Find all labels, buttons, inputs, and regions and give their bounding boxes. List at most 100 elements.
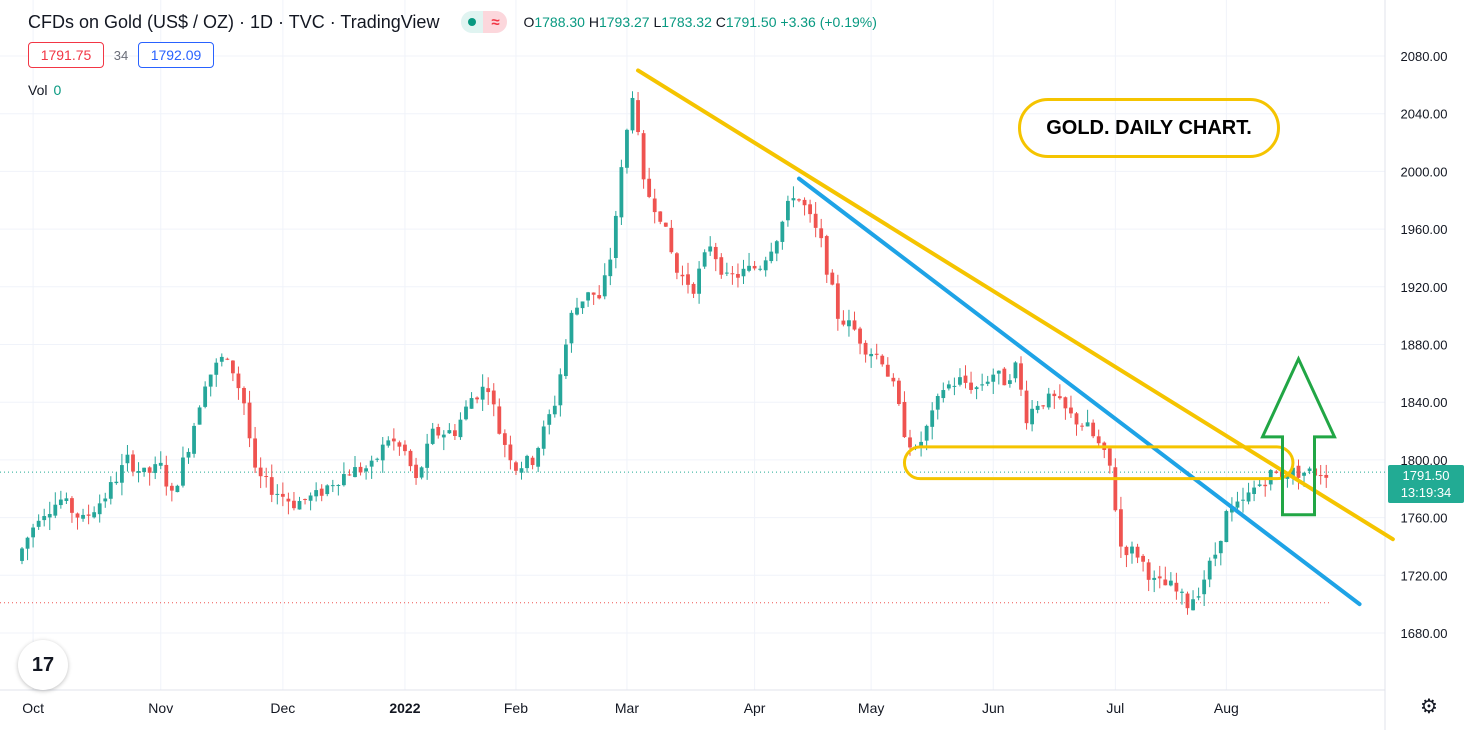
time-tick-label: Aug: [1214, 700, 1239, 716]
candle-body: [1302, 472, 1306, 476]
candle-body: [1191, 599, 1195, 611]
ohlc-values: O1788.30 H1793.27 L1783.32 C1791.50 +3.3…: [523, 14, 877, 30]
candle-body: [575, 307, 579, 315]
candle-body: [86, 514, 91, 516]
candle-body: [42, 516, 47, 521]
candle-body: [1180, 591, 1184, 593]
candle: [242, 386, 246, 416]
candle-body: [242, 387, 246, 404]
price-axis[interactable]: 2080.00 2040.00 2000.00 1960.00 1920.00 1880.…: [1401, 49, 1448, 641]
candle: [1296, 459, 1301, 490]
candle-body: [991, 374, 996, 382]
candle: [447, 423, 452, 434]
market-status-pill[interactable]: ≈: [461, 11, 508, 33]
candle: [1119, 496, 1123, 558]
candle: [247, 390, 252, 448]
candle-body: [1019, 363, 1023, 390]
candle: [1307, 466, 1312, 475]
candle: [441, 430, 446, 451]
candle: [325, 484, 330, 497]
candle: [1057, 384, 1062, 400]
candle-body: [475, 397, 479, 400]
candle: [1041, 404, 1046, 410]
candle-body: [952, 385, 957, 387]
candle-body: [508, 444, 513, 461]
time-tick-label: Apr: [744, 700, 766, 716]
price-tick-label: 1880.00: [1401, 338, 1448, 353]
candle: [874, 343, 879, 360]
candle-body: [36, 520, 41, 527]
candle-body: [1091, 422, 1096, 437]
symbol-title[interactable]: CFDs on Gold (US$ / OZ) · 1D · TVC · Tra…: [28, 11, 440, 32]
candle-body: [730, 273, 735, 275]
candle: [952, 377, 957, 396]
candle-body: [441, 434, 446, 438]
candle-body: [491, 390, 496, 405]
candle-body: [924, 425, 929, 441]
drawing-layer[interactable]: [636, 68, 1395, 607]
candle: [1207, 557, 1212, 588]
candle-body: [108, 482, 113, 499]
candle: [114, 472, 119, 485]
candle-body: [1241, 499, 1245, 501]
candle-body: [20, 548, 24, 561]
candle-body: [602, 275, 607, 297]
candle: [375, 457, 380, 463]
candle: [1008, 374, 1012, 388]
buy-price-button[interactable]: 1792.09: [138, 42, 214, 68]
candle: [391, 428, 396, 451]
candle: [1046, 387, 1051, 410]
candle: [314, 482, 319, 502]
candle: [319, 484, 324, 502]
candle: [602, 263, 607, 300]
candle-body: [364, 468, 368, 472]
candle: [680, 265, 685, 286]
candle: [858, 326, 862, 355]
price-tick-label: 2080.00: [1401, 49, 1448, 64]
candle: [1246, 482, 1251, 505]
volume-legend[interactable]: Vol 0: [28, 82, 61, 98]
candle-body: [680, 274, 685, 277]
candle: [985, 375, 990, 387]
candle-body: [103, 498, 108, 502]
candle-body: [791, 198, 796, 201]
candle: [1096, 429, 1101, 446]
candle-body: [1035, 405, 1040, 410]
gear-icon[interactable]: ⚙: [1420, 696, 1438, 718]
candle-body: [297, 500, 302, 510]
candle: [231, 360, 235, 382]
candle: [353, 456, 357, 478]
candle: [996, 370, 1001, 385]
change-value: +3.36 (+0.19%): [780, 14, 877, 30]
candle-body: [946, 384, 951, 389]
candle-body: [514, 462, 518, 471]
candle-body: [453, 430, 457, 437]
candle-body: [586, 292, 590, 301]
candle: [1213, 542, 1218, 567]
candle: [1091, 419, 1096, 439]
candle-body: [336, 484, 341, 486]
chart-annotation-label[interactable]: GOLD. DAILY CHART.: [1018, 98, 1280, 158]
candle-body: [1224, 511, 1229, 543]
candle: [253, 426, 257, 473]
time-tick-label: Jun: [982, 700, 1005, 716]
candle: [297, 496, 302, 510]
candle: [902, 391, 907, 438]
candle-body: [264, 476, 269, 478]
sell-price-button[interactable]: 1791.75: [28, 42, 104, 68]
time-axis[interactable]: Oct Nov Dec 2022 Feb Mar Apr May Jun Jul Aug: [22, 700, 1239, 716]
candle-body: [419, 467, 424, 478]
candle: [897, 377, 901, 406]
candle-body: [47, 513, 52, 518]
candle-body: [736, 273, 740, 278]
tradingview-logo-icon[interactable]: 17: [18, 640, 68, 690]
candle-body: [231, 360, 235, 374]
candle: [891, 373, 896, 387]
candle: [514, 460, 518, 476]
candle: [552, 395, 557, 418]
candle: [1285, 476, 1290, 488]
candle-body: [874, 353, 879, 355]
candle: [1235, 491, 1240, 512]
candle-body: [597, 295, 602, 299]
